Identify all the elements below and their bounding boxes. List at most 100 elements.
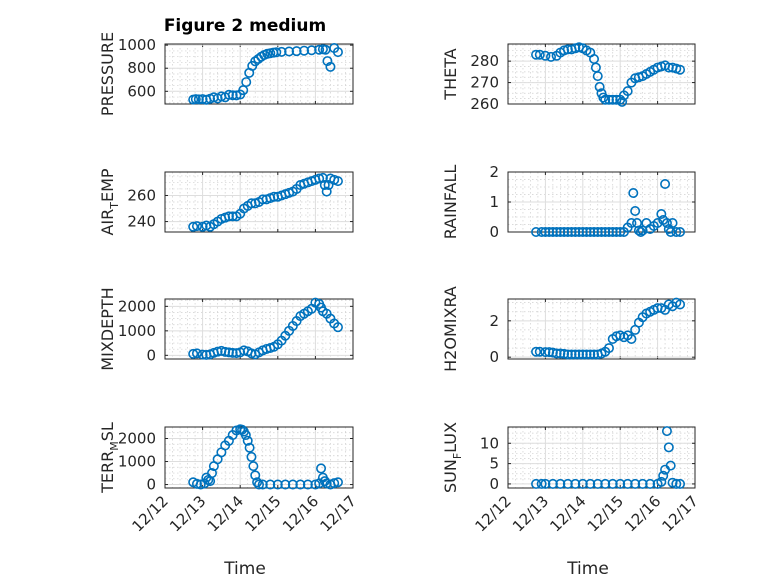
data-point <box>325 61 336 72</box>
subplot-7: 010002000TERRMSL12/1212/1312/1412/1512/1… <box>98 422 360 535</box>
y-tick-label: 0 <box>489 348 499 366</box>
data-point <box>540 227 551 238</box>
data-point <box>570 349 581 360</box>
data-point <box>675 64 686 75</box>
y-axis-label: RAINFALL <box>441 165 460 240</box>
subplot-3: 240 260 AIRTEMP <box>98 168 354 236</box>
y-axis-label: H2OMIXRA <box>441 286 460 372</box>
subplot-8: 0 5 10 SUNFLUX 12/1212/1312/1412/1512/1612/1… <box>441 422 702 535</box>
x-tick-label: 12/13 <box>166 492 209 535</box>
data-point <box>291 46 302 57</box>
plot-frame <box>507 298 696 360</box>
data-point <box>562 44 573 55</box>
data-point <box>193 94 204 105</box>
data-point <box>585 478 596 489</box>
data-point <box>675 227 686 238</box>
data-point <box>248 461 259 472</box>
y-tick-label: 260 <box>470 95 499 113</box>
data-point <box>667 218 678 229</box>
y-tick-label: 2 <box>489 163 499 181</box>
data-point <box>661 426 672 437</box>
plot-frame <box>164 171 354 233</box>
data-point <box>547 478 558 489</box>
data-point <box>658 470 669 481</box>
y-axis-label: THETA <box>441 48 460 100</box>
y-tick-label: 1000 <box>118 322 156 340</box>
data-point <box>240 430 251 441</box>
data-point <box>562 227 573 238</box>
x-tick-label: 12/16 <box>279 492 322 535</box>
y-tick-label: 10 <box>480 434 499 452</box>
data-point <box>663 62 674 73</box>
data-point <box>555 348 566 359</box>
data-point <box>314 173 325 184</box>
data-point <box>652 218 663 229</box>
data-point <box>607 94 618 105</box>
data-point <box>332 322 343 333</box>
data-point <box>191 348 202 359</box>
data-point <box>566 349 577 360</box>
data-point <box>197 94 208 105</box>
x-tick-label: 12/17 <box>659 492 702 535</box>
y-tick-label: 270 <box>470 74 499 92</box>
data-point <box>665 227 676 238</box>
data-point <box>316 463 327 474</box>
data-point <box>295 479 306 490</box>
data-point <box>645 478 656 489</box>
data-point <box>244 442 255 453</box>
data-point <box>257 479 268 490</box>
data-point <box>675 478 686 489</box>
y-tick-label: 2 <box>489 312 499 330</box>
data-point <box>622 478 633 489</box>
data-point <box>223 347 234 358</box>
data-point <box>581 227 592 238</box>
data-point <box>574 349 585 360</box>
data-point <box>536 227 547 238</box>
data-point <box>592 71 603 82</box>
data-point <box>547 227 558 238</box>
data-point <box>603 227 614 238</box>
y-tick-label: 0 <box>489 475 499 493</box>
data-point <box>534 346 545 357</box>
data-point <box>663 442 674 453</box>
data-point <box>284 46 295 57</box>
data-point <box>546 51 557 62</box>
data-point <box>299 45 310 56</box>
data-point <box>287 479 298 490</box>
plot-frame <box>507 43 696 105</box>
data-point <box>191 478 202 489</box>
x-tick-label: 12/16 <box>621 492 664 535</box>
data-point <box>633 225 644 236</box>
data-point <box>272 479 283 490</box>
data-point <box>332 176 343 187</box>
y-tick-label: 600 <box>127 82 156 100</box>
data-point <box>227 347 238 358</box>
data-point <box>661 218 672 229</box>
data-point <box>577 349 588 360</box>
data-point <box>626 218 637 229</box>
data-point <box>559 348 570 359</box>
x-axis-label-left: Time <box>223 559 266 579</box>
y-tick-label: 0 <box>146 476 156 494</box>
data-point <box>594 81 605 92</box>
data-point <box>555 227 566 238</box>
x-tick-label: 12/12 <box>129 492 172 535</box>
plot-frame <box>164 43 354 105</box>
data-point <box>600 478 611 489</box>
x-tick-label: 12/15 <box>241 492 284 535</box>
data-point <box>596 227 607 238</box>
y-tick-label: 1000 <box>118 453 156 471</box>
data-point <box>223 89 234 100</box>
data-point <box>306 45 317 56</box>
data-point <box>534 49 545 60</box>
data-point <box>551 348 562 359</box>
subplot-4: 0 1 2 RAINFALL <box>441 163 696 241</box>
data-point <box>207 468 218 479</box>
data-point <box>570 227 581 238</box>
data-point <box>188 221 199 232</box>
data-point <box>628 188 639 199</box>
data-point <box>188 348 199 359</box>
data-point <box>246 451 257 462</box>
